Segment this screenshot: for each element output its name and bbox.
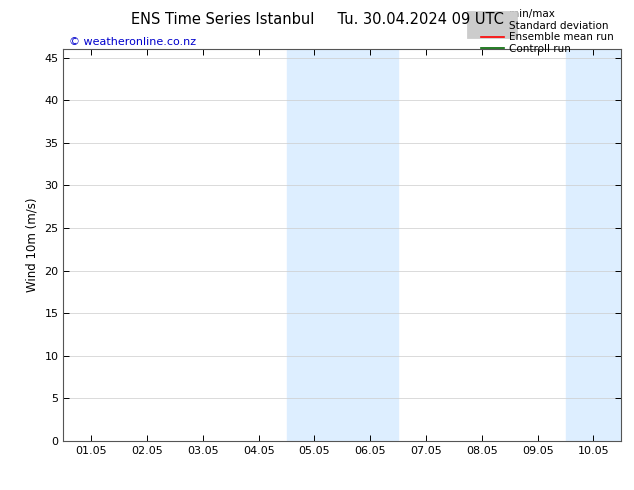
Bar (287, 49, 398, 441)
Bar (566, 49, 621, 441)
Text: © weatheronline.co.nz: © weatheronline.co.nz (69, 37, 196, 47)
Y-axis label: Wind 10m (m/s): Wind 10m (m/s) (26, 198, 39, 292)
Legend: min/max, Standard deviation, Ensemble mean run, Controll run: min/max, Standard deviation, Ensemble me… (479, 7, 616, 56)
Text: ENS Time Series Istanbul     Tu. 30.04.2024 09 UTC: ENS Time Series Istanbul Tu. 30.04.2024 … (131, 12, 503, 27)
